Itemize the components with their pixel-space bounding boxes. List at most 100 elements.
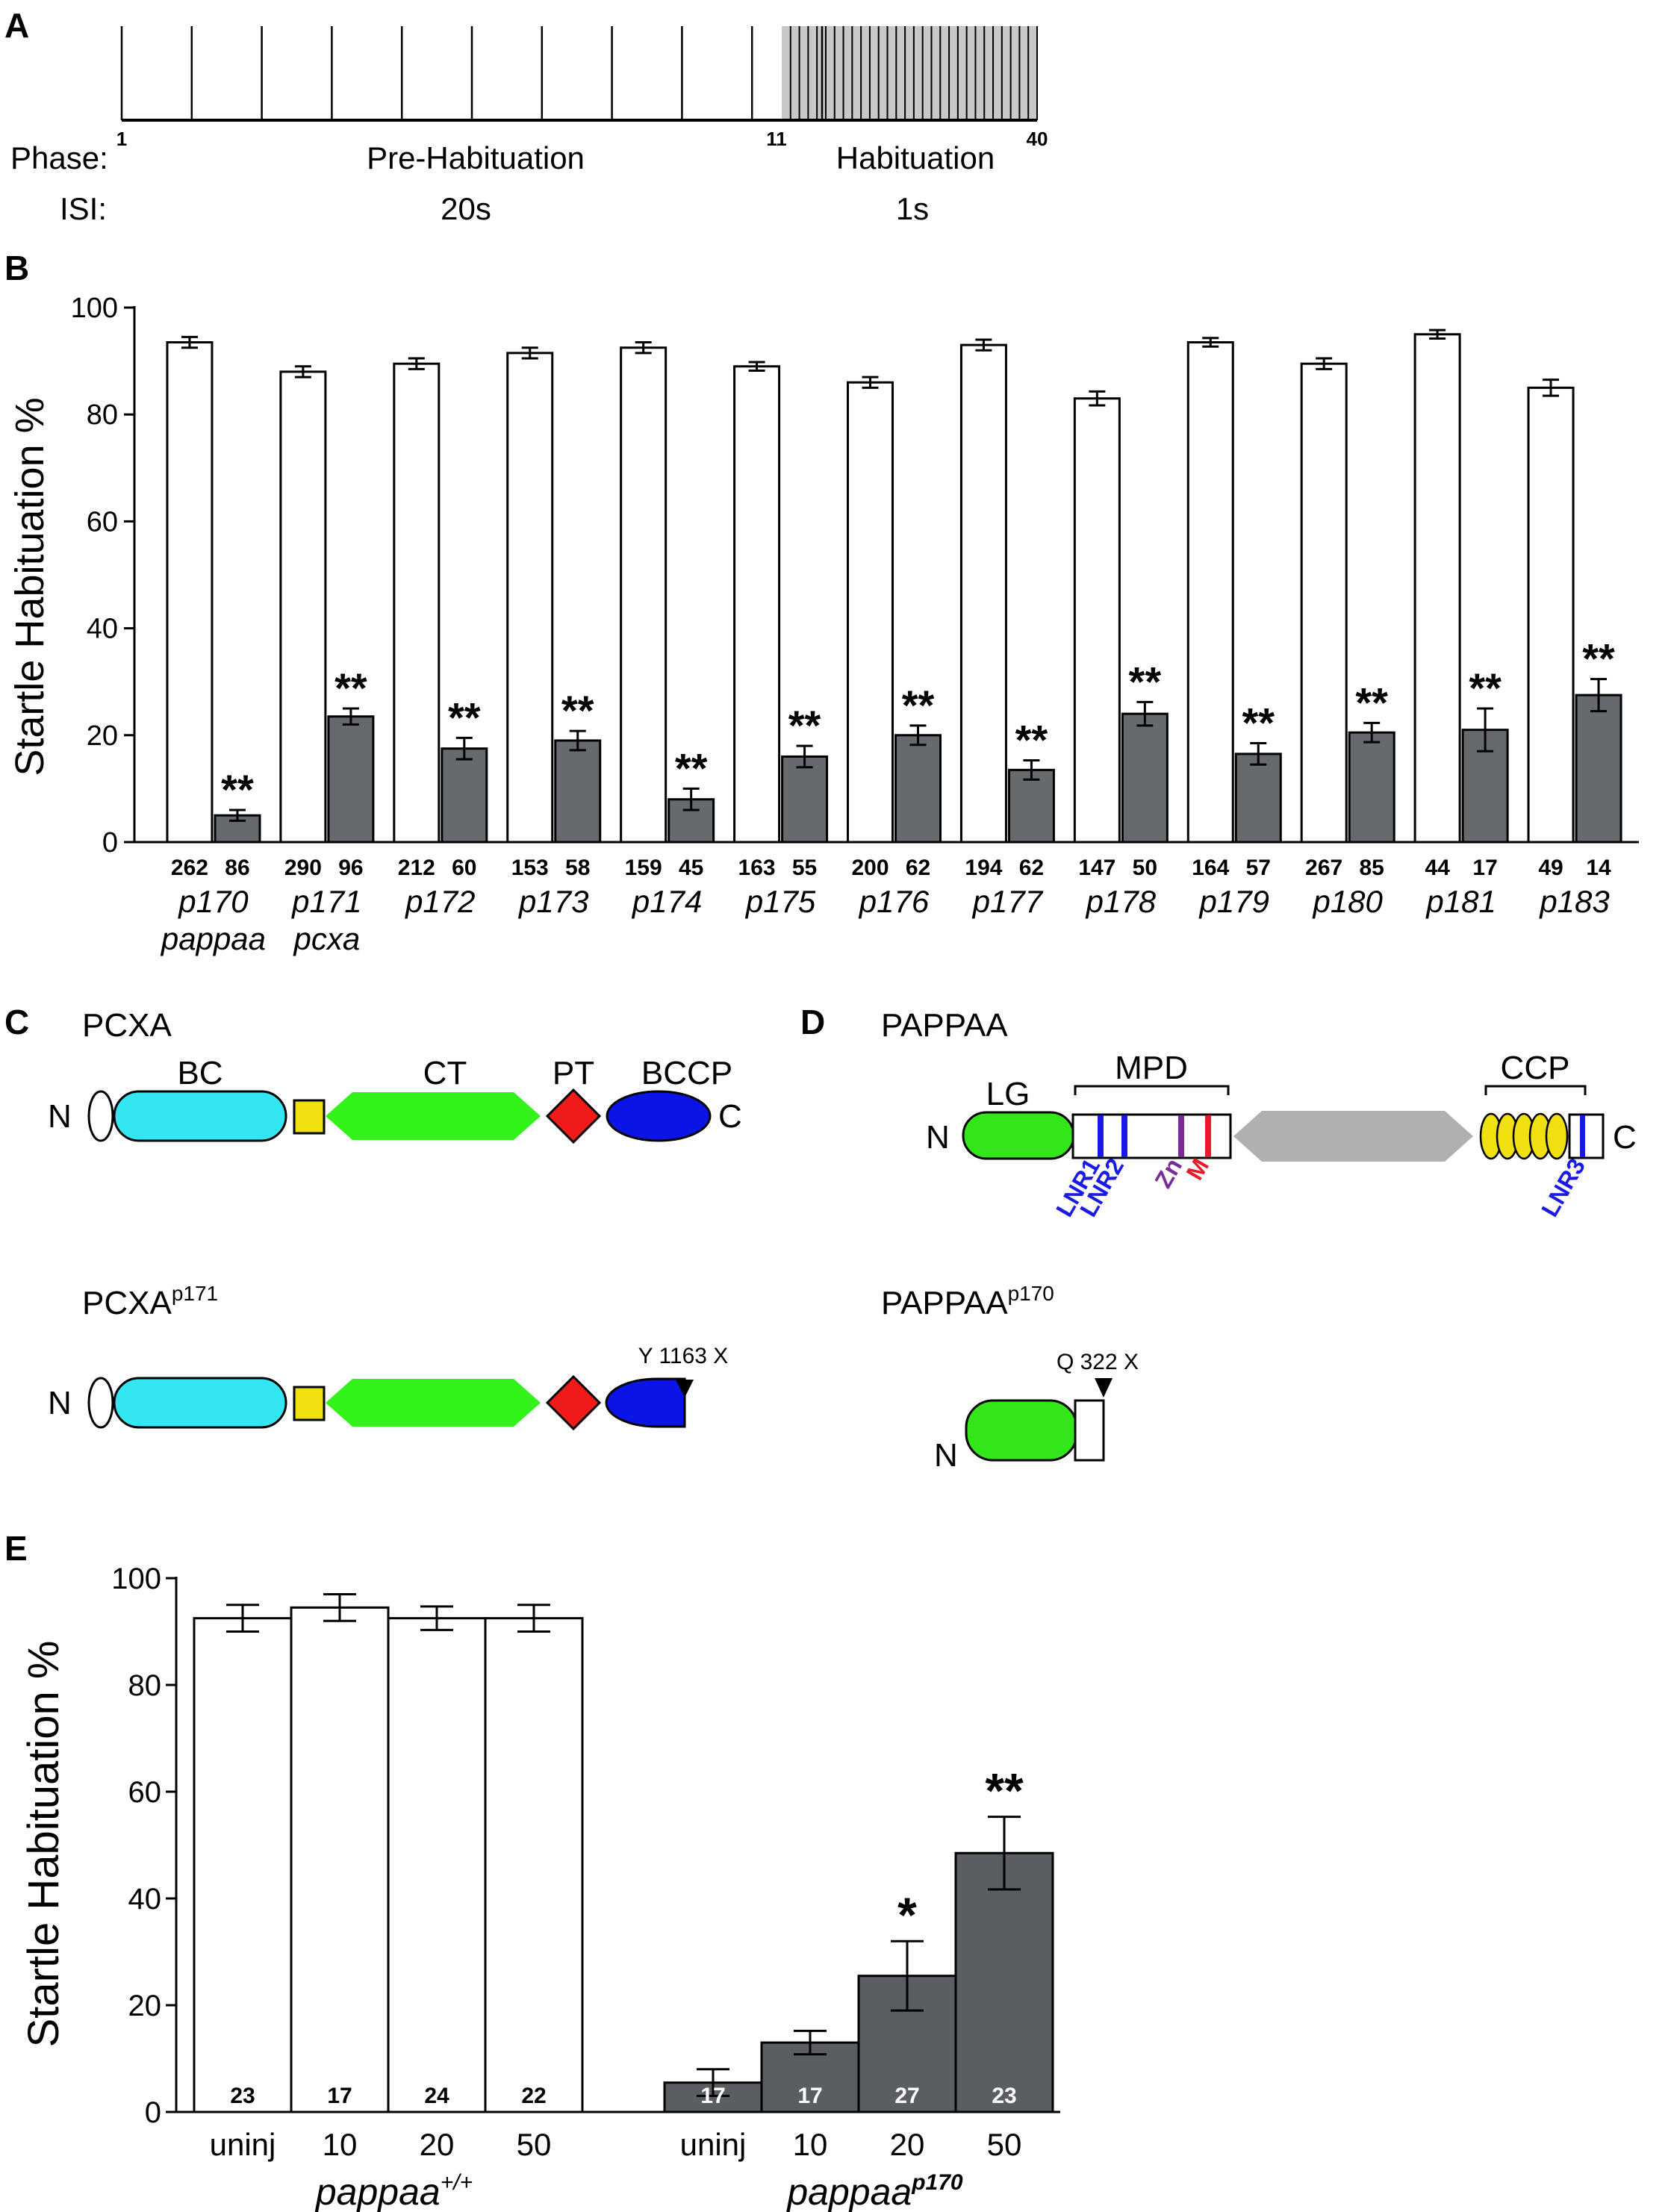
chart-b-bar: [1527, 386, 1575, 844]
chart-b-bar: [554, 739, 602, 844]
pappaa-mutation-label: Q 322 X: [1057, 1350, 1139, 1374]
pcxa-mutation-label: Y 1163 X: [638, 1344, 729, 1368]
chart-b-ylabel: Startle Habituation %: [7, 397, 52, 776]
chart-e-category-label: 20: [890, 2127, 925, 2162]
chart-b-n-label: 45: [679, 856, 703, 880]
chart-b-bar: [327, 715, 375, 844]
hab-isi-value: 1s: [896, 191, 929, 226]
pcxa-n-label: N: [48, 1098, 72, 1135]
chart-b-n-label: 163: [738, 856, 776, 880]
chart-b-significance: **: [788, 702, 821, 749]
chart-e-n-label: 22: [521, 2084, 546, 2108]
pcxa-mut-truncated-bccp: [605, 1377, 686, 1428]
pcxa-n-cap: [87, 1090, 114, 1142]
chart-b-n-label: 60: [452, 856, 476, 880]
bccp-label: BCCP: [641, 1055, 732, 1091]
pcxa-linker: [293, 1099, 326, 1135]
chart-b-bar: [441, 747, 488, 844]
chart-b-n-label: 14: [1586, 856, 1611, 880]
chart-b-n-label: 49: [1538, 856, 1563, 880]
chart-b-category-label: p174: [631, 884, 702, 919]
pappaa-mut-title: PAPPAAp170: [881, 1282, 1054, 1321]
lnr3-bar: [1580, 1115, 1585, 1157]
chart-e-ytick-label: 100: [111, 1563, 161, 1595]
chart-b-bar: [1007, 768, 1055, 844]
chart-b-bar: [1575, 694, 1622, 844]
chart-b-n-label: 17: [1472, 856, 1497, 880]
pappaa-wt-diagram: [962, 1085, 1605, 1162]
chart-b-n-label: 62: [906, 856, 930, 880]
chart-e-category-label: 50: [987, 2127, 1022, 2162]
pcxa-mut-pt-domain: [545, 1374, 602, 1431]
chart-b-n-label: 159: [625, 856, 662, 880]
chart-b-category-label: p181: [1425, 884, 1496, 919]
chart-b-bar: [959, 343, 1007, 844]
chart-b-n-label: 50: [1133, 856, 1157, 880]
chart-b-significance: **: [902, 682, 935, 729]
pcxa-mut-linker: [293, 1386, 326, 1421]
chart-b-n-label: 85: [1360, 856, 1384, 880]
ccp-bracket: [1484, 1085, 1587, 1095]
panel-a-letter: A: [4, 6, 29, 45]
panel-d-letter: D: [800, 1003, 825, 1041]
pappaa-mutation-arrow: [1095, 1378, 1113, 1398]
chart-b-significance: **: [561, 687, 594, 734]
pcxa-bccp-domain: [606, 1090, 712, 1142]
chart-b-n-label: 57: [1246, 856, 1271, 880]
chart-b-n-label: 262: [171, 856, 208, 880]
m-bar: [1205, 1115, 1211, 1157]
ccp-label: CCP: [1501, 1050, 1570, 1086]
chart-b-n-label: 164: [1192, 856, 1229, 880]
chart-e-n-label: 24: [424, 2084, 449, 2108]
chart-b-bar: [279, 370, 327, 844]
chart-e-n-label: 17: [797, 2084, 822, 2108]
chart-b-category-label: p179: [1198, 884, 1269, 919]
chart-b-category-label: p183: [1538, 884, 1609, 919]
pcxa-mut-diagram: [87, 1374, 694, 1431]
chart-e-ytick-label: 40: [128, 1883, 162, 1916]
lnr3-label: LNR3: [1536, 1154, 1590, 1221]
chart-e-category-label: uninj: [210, 2127, 276, 2162]
chart-b-significance: **: [1355, 679, 1388, 726]
chart-e-significance: *: [897, 1887, 917, 1942]
chart-b-bar: [1413, 333, 1461, 844]
chart-b-gene-label: pcxa: [293, 921, 361, 956]
chart-b-gene-label: pappaa: [160, 921, 266, 956]
chart-b-n-label: 96: [338, 856, 363, 880]
chart-b-category-label: p172: [404, 884, 475, 919]
chart-e-n-label: 23: [230, 2084, 255, 2108]
chart-b-bar: [847, 381, 894, 844]
chart-b-significance: **: [221, 766, 254, 813]
pre-isi-value: 20s: [441, 191, 491, 226]
pcxa-wt-diagram: [87, 1088, 712, 1144]
phase-label: Phase:: [10, 140, 108, 175]
chart-b-n-label: 55: [792, 856, 817, 880]
panel-a-timeline: [120, 26, 1038, 122]
pappaa-mut-truncated: [1074, 1399, 1105, 1462]
chart-e-category-label: 50: [517, 2127, 552, 2162]
pappaa-mut-lg-domain: [965, 1399, 1078, 1462]
chart-e-ylabel: Startle Habituation %: [19, 1641, 68, 2048]
chart-e-category-label: uninj: [680, 2127, 747, 2162]
pcxa-pt-domain: [545, 1088, 602, 1144]
pcxa-ct-domain: [326, 1092, 541, 1140]
chart-b-bar: [781, 755, 829, 844]
zn-label: Zn: [1149, 1154, 1187, 1193]
pcxa-bc-domain: [113, 1090, 287, 1142]
chart-b-bar: [894, 734, 942, 844]
pcxa-mut-title: PCXAp171: [82, 1282, 218, 1321]
lnr1-bar: [1098, 1115, 1104, 1157]
panel-b-letter: B: [4, 249, 29, 287]
chart-b-bar: [1073, 397, 1121, 844]
pappaa-c-label: C: [1613, 1119, 1637, 1156]
chart-b-ytick-label: 80: [87, 399, 118, 431]
chart-b-bar: [620, 346, 668, 844]
chart-b-n-label: 147: [1078, 856, 1115, 880]
chart-e-n-label: 23: [992, 2084, 1016, 2108]
chart-b-bar: [1348, 731, 1395, 844]
lnr2-bar: [1121, 1115, 1127, 1157]
chart-b-bar: [506, 352, 554, 844]
pappaa-c-terminal-box: [1568, 1113, 1605, 1159]
chart-b-category-label: p175: [744, 884, 816, 919]
